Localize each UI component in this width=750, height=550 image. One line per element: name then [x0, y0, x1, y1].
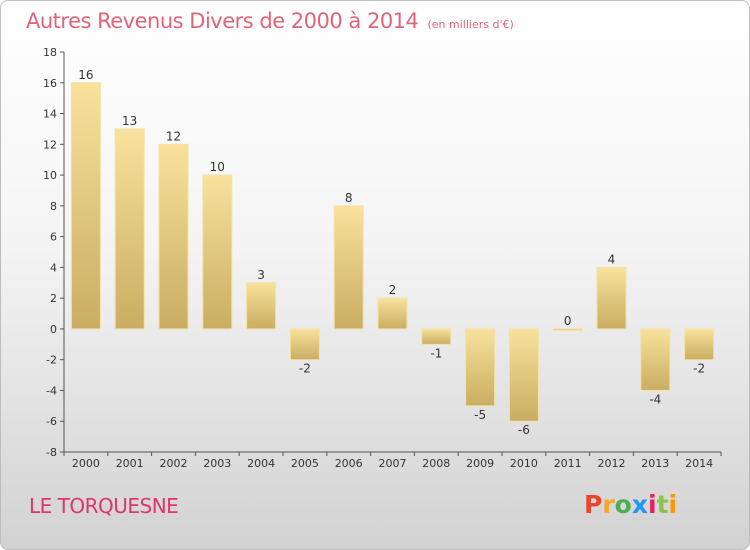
chart-value-labels: 16 13 12 10 3 -2 8 2 -1 -5 -6 0 4 -4 -2	[78, 68, 705, 437]
x-tick-label: 2003	[203, 457, 231, 470]
bar	[684, 328, 715, 361]
logo-letter: t	[656, 490, 669, 519]
bar	[289, 328, 320, 361]
logo-letter: i	[648, 490, 657, 519]
y-tick-label: -6	[46, 415, 57, 428]
y-tick-label: 2	[50, 292, 57, 305]
bar	[158, 143, 189, 330]
x-tick-label: 2008	[422, 457, 450, 470]
bar-value-label: -2	[299, 362, 311, 376]
bar	[596, 266, 627, 330]
chart-title-block: Autres Revenus Divers de 2000 à 2014 (en…	[26, 9, 514, 33]
proxiti-logo: Proxiti	[584, 490, 677, 519]
chart-bars	[70, 82, 715, 422]
x-tick-label: 2002	[160, 457, 188, 470]
bar	[202, 174, 233, 330]
bar	[333, 205, 364, 330]
x-tick-label: 2004	[247, 457, 275, 470]
x-tick-label: 2011	[554, 457, 582, 470]
logo-letter: P	[584, 490, 603, 519]
bar-value-label: -6	[518, 423, 530, 437]
x-tick-label: 2012	[598, 457, 626, 470]
bar	[114, 128, 145, 330]
bar	[246, 282, 277, 330]
logo-letter: o	[614, 490, 632, 519]
commune-name: LE TORQUESNE	[29, 494, 179, 518]
y-tick-label: 4	[50, 261, 57, 274]
y-tick-label: 6	[50, 231, 57, 244]
chart-unit: (en milliers d'€)	[427, 18, 514, 31]
bar-value-label: 2	[389, 283, 397, 297]
bar	[70, 82, 101, 330]
bar	[508, 328, 539, 422]
x-tick-label: 2013	[641, 457, 669, 470]
bar	[421, 328, 452, 345]
bar-value-label: 4	[608, 252, 616, 266]
x-tick-label: 2006	[335, 457, 363, 470]
x-tick-label: 2009	[466, 457, 494, 470]
bar	[465, 328, 496, 407]
bar-value-label: 3	[257, 268, 265, 282]
y-tick-label: 0	[50, 323, 57, 336]
y-tick-label: 12	[43, 138, 57, 151]
bar	[377, 297, 408, 330]
x-tick-label: 2001	[116, 457, 144, 470]
chart-axes: -8 -6 -4 -2 0 2 4 6 8 10 12 14 16 18 2000 2001 2002 2003 2…	[43, 46, 722, 470]
y-tick-label: -2	[46, 354, 57, 367]
logo-letter: i	[668, 490, 678, 519]
y-tick-label: 10	[43, 169, 57, 182]
y-tick-label: 8	[50, 200, 57, 213]
chart-title: Autres Revenus Divers de 2000 à 2014	[26, 9, 419, 33]
x-tick-label: 2000	[72, 457, 100, 470]
x-tick-label: 2007	[379, 457, 407, 470]
bar-value-label: 0	[564, 314, 572, 328]
y-tick-label: 16	[43, 77, 57, 90]
bar-value-label: -2	[693, 362, 705, 376]
x-tick-label: 2005	[291, 457, 319, 470]
bar-value-label: 16	[78, 68, 93, 82]
y-tick-label: -4	[46, 384, 57, 397]
x-tick-label: 2010	[510, 457, 538, 470]
bar-value-label: 13	[122, 114, 137, 128]
bar-value-label: -5	[474, 408, 486, 422]
x-tick-label: 2014	[685, 457, 713, 470]
y-tick-label: 14	[43, 108, 57, 121]
bar-value-label: 12	[166, 129, 181, 143]
y-tick-label: 18	[43, 46, 57, 59]
bar	[640, 328, 671, 391]
bar-value-label: -1	[430, 346, 442, 360]
bar	[552, 328, 583, 331]
bar-value-label: 8	[345, 191, 353, 205]
logo-letter: x	[631, 490, 648, 519]
logo-letter: r	[602, 490, 615, 519]
y-tick-label: -8	[46, 446, 57, 459]
bar-value-label: 10	[210, 160, 225, 174]
bar-value-label: -4	[649, 392, 661, 406]
